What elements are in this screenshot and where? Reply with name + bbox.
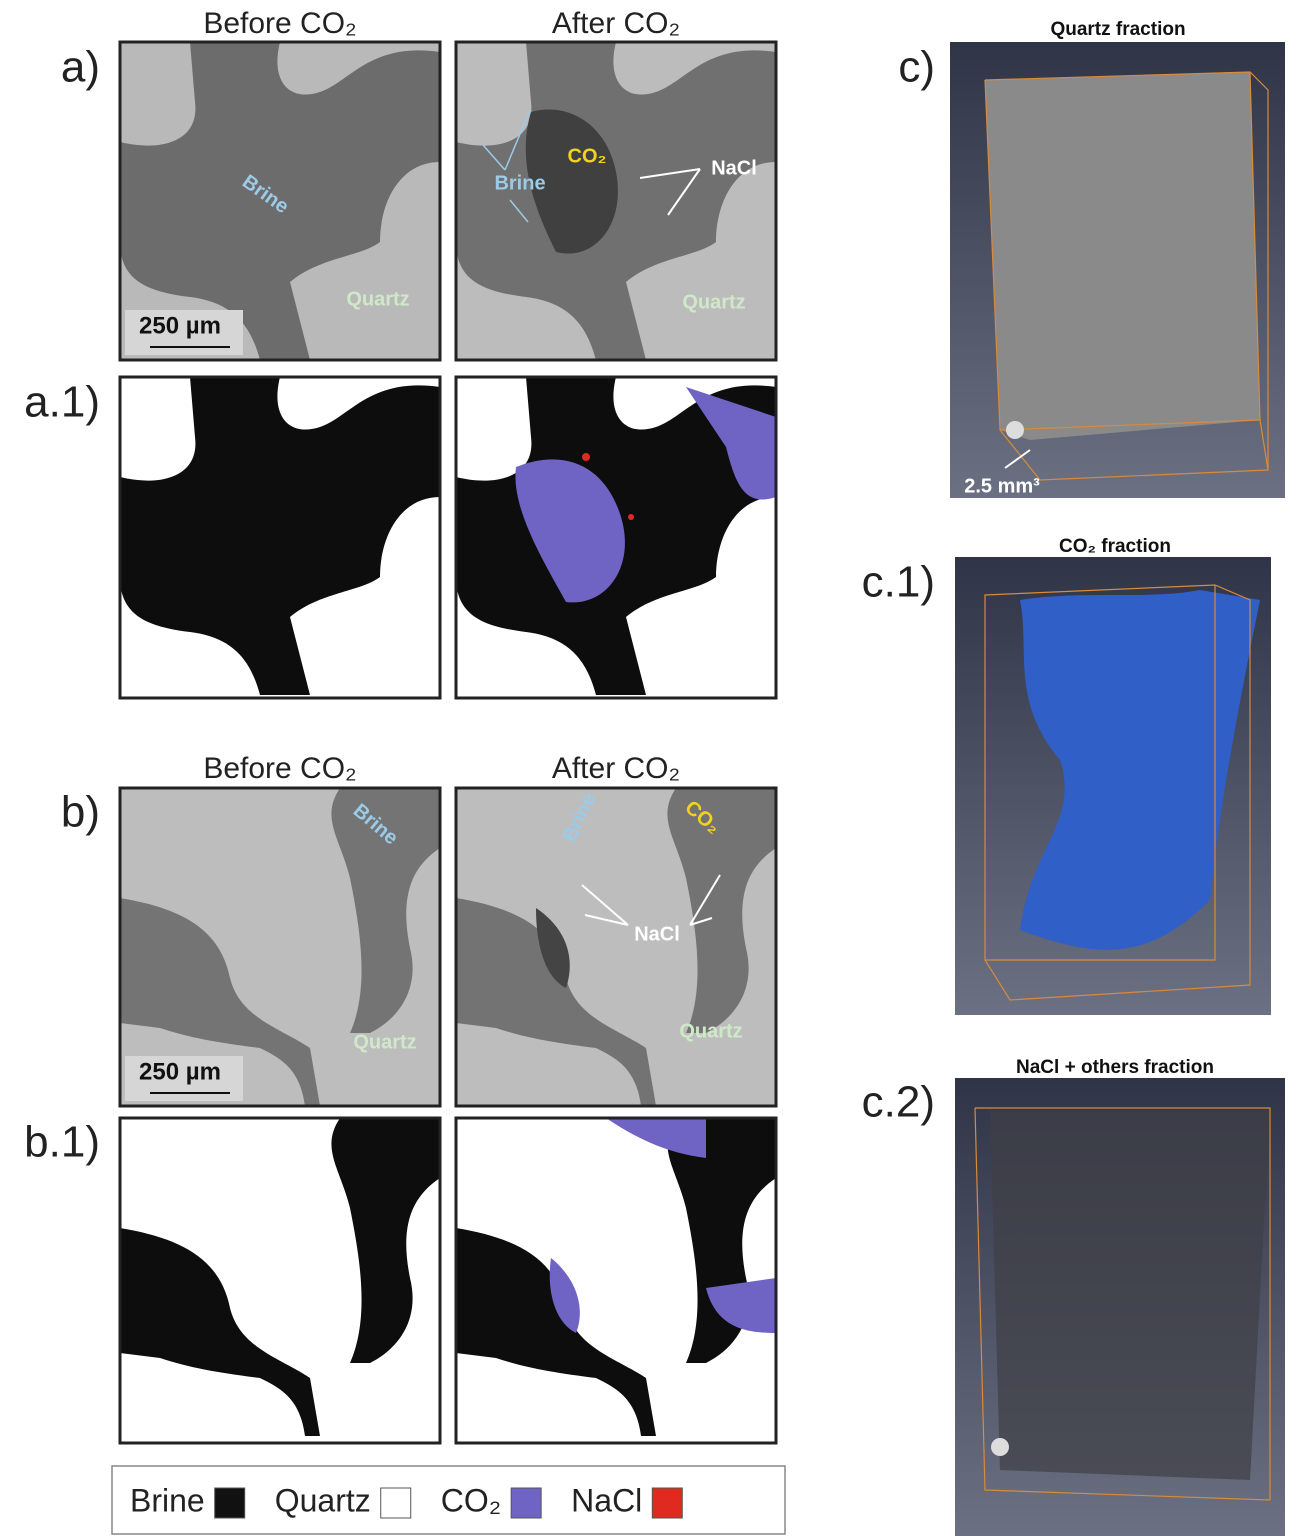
legend-swatch (511, 1488, 541, 1518)
panel-label: c.1) (862, 558, 935, 607)
figure: Before CO₂ After CO₂ Before CO₂ After CO… (0, 0, 1306, 1536)
volume-title: Quartz fraction (1050, 19, 1185, 40)
annotation: NaCl (634, 923, 680, 945)
panel-label: c) (898, 43, 935, 92)
column-header: After CO₂ (552, 7, 680, 40)
segmentation (120, 1118, 440, 1443)
annotation: Quartz (353, 1031, 416, 1053)
volume-title: NaCl + others fraction (1016, 1057, 1214, 1078)
segmentation (456, 1118, 776, 1443)
legend-swatch (215, 1488, 245, 1518)
volume-render (955, 557, 1271, 1015)
annotation: Quartz (679, 1020, 742, 1042)
annotation: Quartz (682, 291, 745, 313)
volume-render (955, 1078, 1285, 1536)
segmentation (456, 377, 776, 698)
ct-image (456, 788, 776, 1106)
column-header: Before CO₂ (203, 752, 356, 785)
annotation: CO₂ (568, 145, 607, 167)
annotation: NaCl (711, 157, 757, 179)
legend-label: NaCl (571, 1482, 642, 1518)
panel-label: a.1) (24, 378, 100, 427)
volume-render (950, 42, 1285, 498)
legend-label: Quartz (275, 1482, 371, 1518)
panel-label: a) (61, 43, 100, 92)
legend-swatch (381, 1488, 411, 1518)
panel-label: b.1) (24, 1118, 100, 1167)
annotation: Brine (494, 172, 545, 194)
scale-bar-label: 250 µm (139, 312, 221, 339)
column-header: Before CO₂ (203, 7, 356, 40)
volume-title: CO₂ fraction (1059, 536, 1171, 557)
scale-bar-label: 250 µm (139, 1058, 221, 1085)
panel-label: b) (61, 788, 100, 837)
annotation: 2.5 mm³ (964, 475, 1040, 497)
panel-label: c.2) (862, 1078, 935, 1127)
legend-label: CO₂ (441, 1482, 501, 1518)
annotation: Quartz (346, 288, 409, 310)
segmentation (120, 377, 440, 698)
column-header: After CO₂ (552, 752, 680, 785)
legend-swatch (652, 1488, 682, 1518)
legend-label: Brine (130, 1482, 205, 1518)
